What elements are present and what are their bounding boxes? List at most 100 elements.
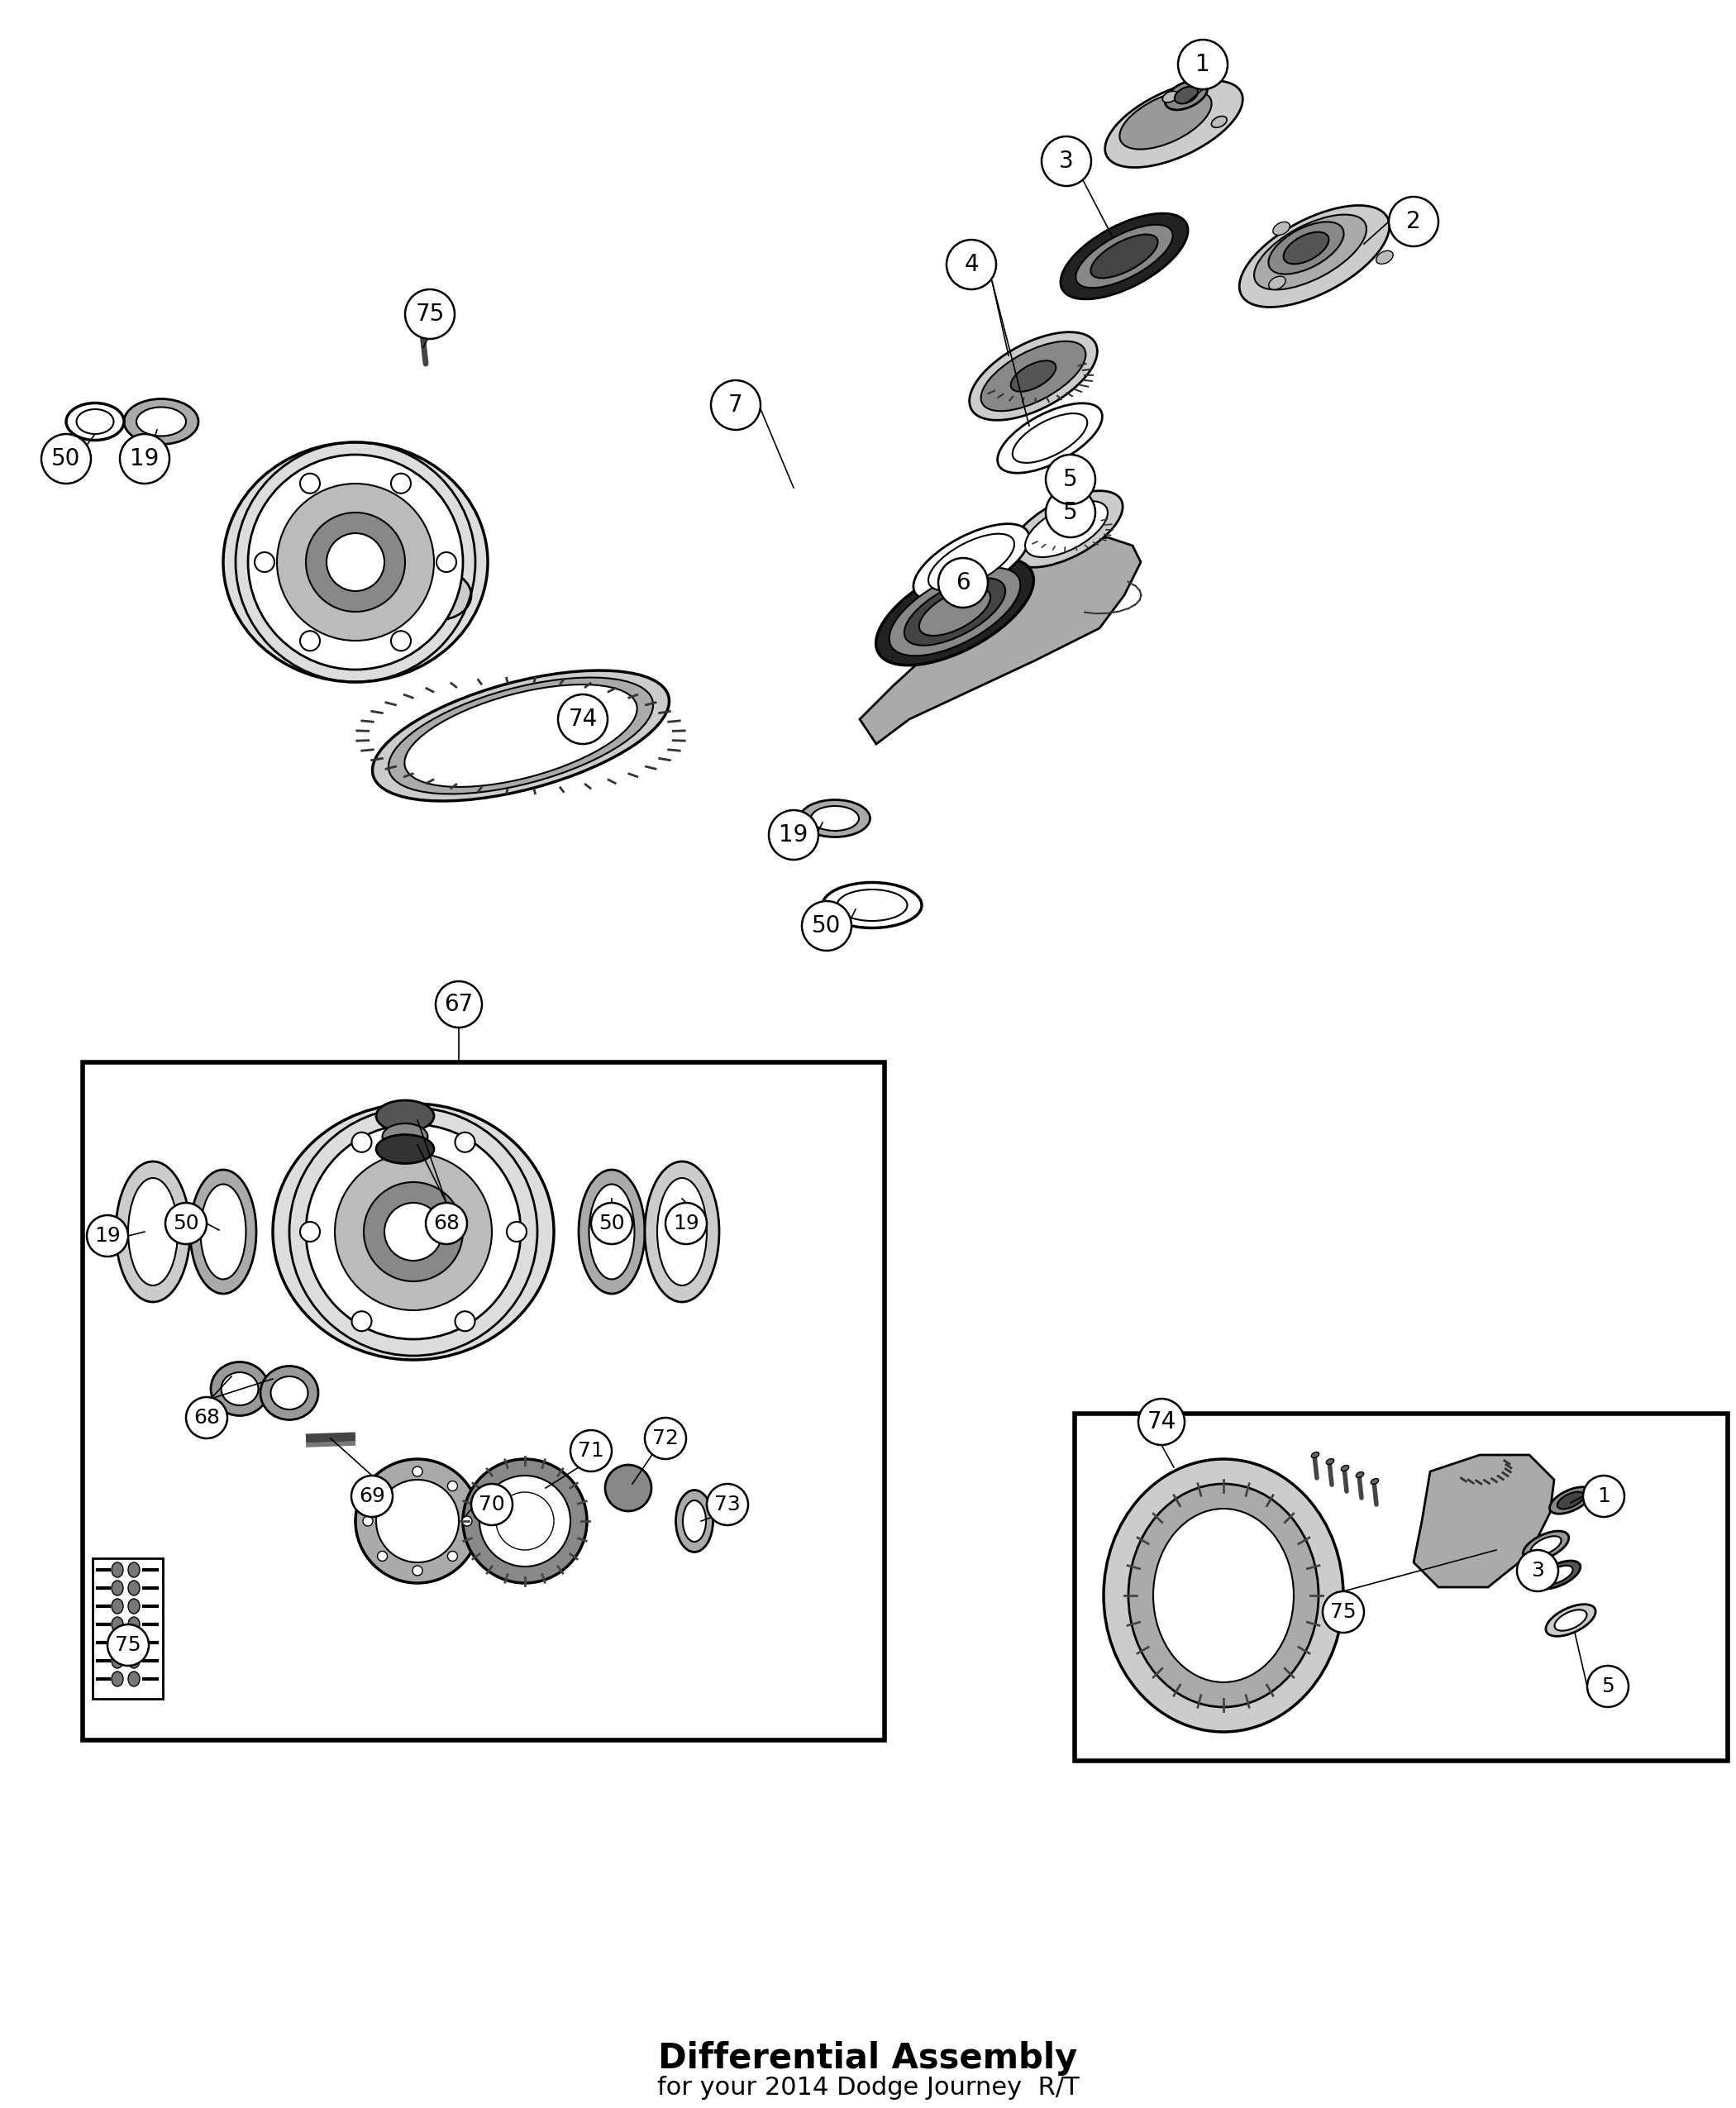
Circle shape: [590, 1204, 632, 1244]
Ellipse shape: [128, 1672, 139, 1686]
Ellipse shape: [1536, 1560, 1580, 1589]
Ellipse shape: [1090, 234, 1158, 278]
Text: 5: 5: [1062, 468, 1078, 491]
Circle shape: [425, 1204, 467, 1244]
Circle shape: [384, 1204, 443, 1261]
Circle shape: [87, 1214, 128, 1256]
Ellipse shape: [998, 403, 1102, 472]
Bar: [1075, 1414, 1727, 1760]
Circle shape: [300, 630, 319, 651]
Ellipse shape: [1531, 1537, 1561, 1556]
Text: 1: 1: [1196, 53, 1210, 76]
Ellipse shape: [260, 1366, 318, 1421]
Ellipse shape: [128, 1178, 177, 1286]
Circle shape: [404, 289, 455, 339]
Ellipse shape: [373, 670, 668, 801]
Text: 74: 74: [568, 708, 597, 731]
Text: 68: 68: [434, 1214, 460, 1233]
Ellipse shape: [128, 1617, 139, 1632]
Circle shape: [356, 1459, 479, 1583]
Text: 19: 19: [674, 1214, 700, 1233]
Text: 19: 19: [779, 824, 809, 847]
Circle shape: [571, 1429, 611, 1471]
Circle shape: [377, 1480, 458, 1562]
Circle shape: [464, 1459, 587, 1583]
Circle shape: [391, 474, 411, 493]
Text: 3: 3: [1531, 1560, 1543, 1581]
Ellipse shape: [1269, 276, 1286, 289]
Text: 69: 69: [359, 1486, 385, 1507]
Ellipse shape: [224, 443, 488, 683]
Circle shape: [665, 1204, 707, 1244]
Ellipse shape: [271, 1377, 307, 1410]
Circle shape: [1517, 1549, 1559, 1592]
Circle shape: [436, 552, 457, 571]
Text: 19: 19: [130, 447, 160, 470]
Ellipse shape: [123, 398, 198, 445]
Ellipse shape: [1522, 1530, 1569, 1560]
Ellipse shape: [1554, 1611, 1587, 1632]
Text: 50: 50: [599, 1214, 625, 1233]
Ellipse shape: [1061, 213, 1187, 299]
Ellipse shape: [837, 890, 908, 921]
Circle shape: [448, 1551, 458, 1562]
Ellipse shape: [111, 1562, 123, 1577]
Text: 5: 5: [1601, 1676, 1614, 1697]
Text: 75: 75: [415, 304, 444, 327]
Ellipse shape: [1165, 80, 1208, 110]
Ellipse shape: [1311, 1452, 1319, 1459]
Text: 50: 50: [812, 915, 842, 938]
Ellipse shape: [116, 1162, 191, 1303]
Circle shape: [352, 1311, 372, 1330]
Circle shape: [326, 533, 384, 590]
Circle shape: [300, 474, 319, 493]
Ellipse shape: [111, 1672, 123, 1686]
Ellipse shape: [1175, 86, 1198, 103]
Text: 19: 19: [94, 1227, 120, 1246]
Text: 71: 71: [578, 1442, 604, 1461]
Bar: [83, 1062, 885, 1739]
Text: Differential Assembly: Differential Assembly: [658, 2041, 1078, 2076]
Circle shape: [462, 1516, 472, 1526]
Ellipse shape: [1356, 1471, 1364, 1478]
Circle shape: [946, 240, 996, 289]
Ellipse shape: [111, 1617, 123, 1632]
Text: 5: 5: [1062, 502, 1078, 525]
Circle shape: [391, 630, 411, 651]
Circle shape: [1045, 455, 1095, 504]
Circle shape: [436, 980, 483, 1027]
Circle shape: [365, 1183, 464, 1282]
Ellipse shape: [128, 1581, 139, 1596]
Ellipse shape: [111, 1581, 123, 1596]
Circle shape: [363, 1516, 373, 1526]
Circle shape: [1389, 196, 1439, 247]
Ellipse shape: [111, 1598, 123, 1613]
Circle shape: [377, 1551, 387, 1562]
Ellipse shape: [1283, 232, 1328, 264]
Ellipse shape: [382, 1124, 427, 1149]
Ellipse shape: [128, 1636, 139, 1651]
Ellipse shape: [1010, 491, 1123, 567]
Circle shape: [712, 379, 760, 430]
Ellipse shape: [1272, 221, 1290, 236]
Ellipse shape: [1377, 251, 1392, 264]
Ellipse shape: [889, 567, 1021, 656]
Circle shape: [1179, 40, 1227, 89]
Bar: [92, 1558, 163, 1699]
Ellipse shape: [589, 1185, 634, 1280]
Ellipse shape: [1104, 1459, 1344, 1733]
Ellipse shape: [111, 1636, 123, 1651]
Circle shape: [306, 512, 404, 611]
Ellipse shape: [111, 1653, 123, 1667]
Circle shape: [1587, 1665, 1628, 1707]
Polygon shape: [1413, 1455, 1554, 1587]
Ellipse shape: [969, 333, 1097, 419]
Ellipse shape: [1557, 1492, 1583, 1509]
Ellipse shape: [1543, 1566, 1573, 1583]
Circle shape: [1045, 487, 1095, 538]
Text: 3: 3: [1059, 150, 1075, 173]
Ellipse shape: [377, 1134, 434, 1164]
Circle shape: [496, 1492, 554, 1549]
Circle shape: [413, 1467, 422, 1476]
Ellipse shape: [1076, 226, 1174, 289]
